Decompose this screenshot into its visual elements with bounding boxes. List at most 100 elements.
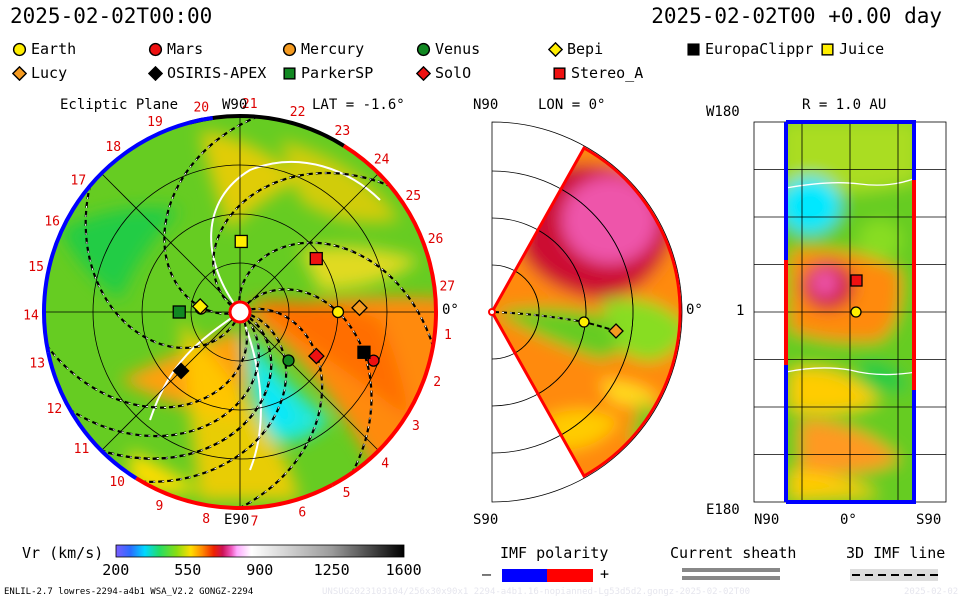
ecliptic-lucy-marker [351, 299, 368, 317]
legend-item-bepi: Bepi [548, 40, 603, 58]
meridional-polarity-rim [490, 145, 682, 479]
current-sheath-swatch [682, 568, 780, 580]
lucy-diamond-icon [12, 65, 27, 81]
legend-item-mars: Mars [148, 40, 203, 58]
carrington-tick-10: 10 [109, 475, 125, 490]
carrington-tick-24: 24 [374, 152, 390, 167]
osiris-apex-diamond-icon [148, 65, 163, 81]
ecliptic-juice-marker [234, 234, 248, 249]
legend-item-europaclippr: EuropaClippr [686, 40, 813, 58]
radial-polarity-borders [784, 120, 916, 504]
legend-label: SolO [435, 64, 472, 82]
carrington-tick-6: 6 [298, 506, 306, 521]
current-sheath-curves [149, 161, 381, 471]
imf-polarity-plus-swatch [547, 569, 593, 582]
legend-label: Earth [31, 40, 77, 58]
carrington-tick-23: 23 [335, 124, 351, 139]
legend-label: Mercury [301, 40, 365, 58]
colorbar-tick-1600: 1600 [385, 561, 422, 579]
carrington-tick-16: 16 [44, 214, 60, 229]
colorbar-label: Vr (km/s) [22, 544, 104, 562]
legend-item-juice: Juice [820, 40, 884, 58]
radial-tick-n90: N90 [754, 512, 780, 528]
radial-panel [753, 120, 947, 504]
solo-diamond-icon [416, 65, 431, 81]
imf-polarity-minus-swatch [502, 569, 547, 582]
legend-label: Stereo_A [571, 64, 644, 82]
sun-marker [228, 300, 252, 324]
mercury-circle-icon [282, 42, 297, 56]
legend-label: OSIRIS-APEX [167, 64, 267, 82]
carrington-tick-18: 18 [105, 140, 121, 155]
footer-run-info: UNSUG2023103104/256x30x90x1 2294-a4b1.16… [322, 587, 751, 597]
radial-grid [753, 121, 947, 503]
legend-item-earth: Earth [12, 40, 76, 58]
carrington-tick-3: 3 [412, 419, 420, 434]
radial-earth-marker [850, 306, 862, 318]
bepi-diamond-icon [548, 41, 563, 57]
radial-bottom-left-label: E180 [706, 502, 740, 518]
legend-item-parkersp: ParkerSP [282, 64, 373, 82]
ecliptic-parkersp-marker [172, 305, 186, 319]
carrington-tick-22: 22 [290, 105, 306, 120]
carrington-tick-15: 15 [28, 260, 44, 275]
legend-label: Bepi [567, 40, 604, 58]
carrington-tick-20: 20 [193, 101, 209, 116]
mars-circle-icon [148, 42, 163, 56]
meridional-speed-field [492, 148, 681, 476]
carrington-tick-26: 26 [428, 232, 444, 247]
legend-label: Mars [167, 40, 204, 58]
speed-colorbar [115, 544, 405, 558]
radial-tick-0: 0° [840, 512, 857, 528]
legend-label: Lucy [31, 64, 68, 82]
imf-polarity-minus: – [482, 565, 492, 583]
legend-label: ParkerSP [301, 64, 374, 82]
carrington-tick-4: 4 [381, 456, 389, 471]
radial-top-left-label: W180 [706, 104, 740, 120]
carrington-tick-11: 11 [74, 442, 90, 457]
europaclippr-square-icon [687, 42, 700, 56]
title-datetime: 2025-02-02T00:00 [10, 4, 213, 28]
legend-item-osiris-apex: OSIRIS-APEX [148, 64, 266, 82]
radial-r-label: R = 1.0 AU [802, 97, 887, 113]
imf-polarity-label: IMF polarity [500, 544, 609, 562]
ecliptic-bepi-marker [191, 297, 209, 315]
imf-line-label: 3D IMF line [846, 544, 946, 562]
ecliptic-bottom-label: E90 [224, 512, 250, 528]
radial-tick-s90: S90 [916, 512, 942, 528]
carrington-tick-8: 8 [202, 512, 210, 527]
ecliptic-title: Ecliptic Plane [60, 97, 179, 113]
ecliptic-right-label: 0° [442, 302, 459, 318]
legend-item-lucy: Lucy [12, 64, 67, 82]
carrington-tick-12: 12 [47, 402, 63, 417]
ecliptic-spacecraft-markers [172, 234, 380, 380]
carrington-tick-9: 9 [156, 499, 164, 514]
footer-model-info: ENLIL-2.7 lowres-2294-a4b1 WSA_V2.2 GONG… [4, 587, 254, 597]
legend-item-solo: SolO [416, 64, 471, 82]
ecliptic-solo-marker [307, 347, 325, 365]
meridional-bottom-label: S90 [473, 512, 499, 528]
ecliptic-polarity-rim [42, 114, 438, 510]
ecliptic-top-label: W90 [222, 97, 248, 113]
carrington-tick-27: 27 [439, 279, 455, 294]
footer-date: 2025-02-02 [904, 587, 959, 597]
colorbar-tick-550: 550 [174, 561, 202, 579]
radial-stereo-a-marker [850, 274, 863, 287]
carrington-tick-1: 1 [444, 328, 452, 343]
legend-label: EuropaClippr [705, 40, 814, 58]
radial-mid-left-label: 1 [736, 303, 745, 319]
legend-item-mercury: Mercury [282, 40, 364, 58]
legend-label: Venus [435, 40, 481, 58]
carrington-tick-7: 7 [251, 514, 259, 529]
ecliptic-lat-label: LAT = -1.6° [312, 97, 405, 113]
carrington-tick-19: 19 [147, 115, 163, 130]
ecliptic-europaclippr-marker [357, 345, 371, 359]
carrington-tick-25: 25 [405, 189, 421, 204]
imf-spiral-lines [44, 116, 436, 508]
title-offset: 2025-02-02T00 +0.00 day [651, 4, 942, 28]
ecliptic-venus-marker [282, 354, 295, 367]
colorbar-tick-1250: 1250 [313, 561, 350, 579]
meridional-lucy-marker [608, 323, 624, 339]
